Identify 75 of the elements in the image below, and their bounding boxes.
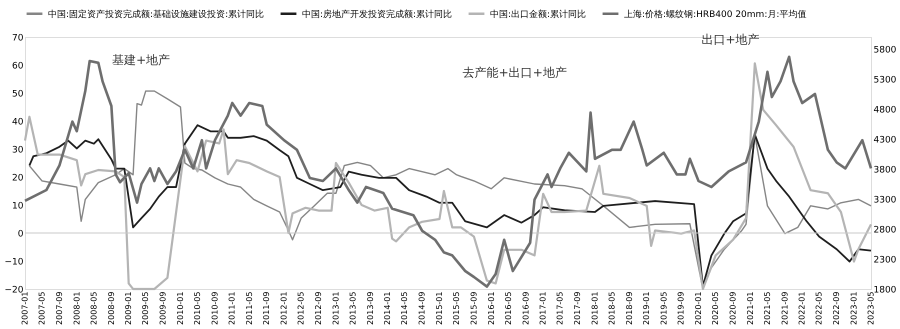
y2-tick-label: 3800 — [874, 166, 897, 176]
x-tick-label: 2017-01 — [538, 292, 548, 325]
x-tick-label: 2020-05 — [711, 292, 720, 325]
x-tick-label: 2017-09 — [573, 292, 582, 325]
x-tick-label: 2013-05 — [348, 292, 358, 325]
x-tick-label: 2015-05 — [452, 292, 462, 325]
x-tick-label: 2022-05 — [814, 292, 824, 325]
x-tick-label: 2021-09 — [780, 292, 790, 325]
x-tick-label: 2015-01 — [434, 292, 444, 325]
y2-tick-label: 4800 — [874, 106, 897, 116]
x-tick-label: 2014-01 — [383, 292, 392, 325]
x-tick-label: 2020-01 — [694, 292, 704, 325]
x-tick-label: 2008-01 — [72, 292, 82, 325]
x-tick-label: 2019-09 — [676, 292, 686, 325]
x-tick-label: 2021-01 — [746, 292, 755, 325]
x-tick-label: 2014-09 — [418, 292, 427, 325]
y2-tick-label: 2300 — [874, 256, 897, 266]
x-tick-label: 2011-01 — [228, 292, 237, 325]
x-tick-label: 2022-01 — [798, 292, 807, 325]
x-tick-label: 2023-01 — [849, 292, 858, 325]
x-tick-label: 2021-05 — [762, 292, 772, 325]
x-tick-label: 2010-05 — [192, 292, 202, 325]
x-tick-label: 2007-05 — [38, 292, 47, 325]
legend-label: 中国:出口金额:累计同比 — [490, 8, 586, 20]
x-tick-label: 2022-09 — [832, 292, 842, 325]
y2-tick-label: 5800 — [874, 46, 897, 56]
x-tick-label: 2007-01 — [20, 292, 30, 325]
x-tick-label: 2013-01 — [331, 292, 340, 325]
x-tick-label: 2011-09 — [262, 292, 272, 325]
x-tick-label: 2016-05 — [504, 292, 513, 325]
legend-label: 中国:房地产开发投资完成额:累计同比 — [302, 8, 452, 20]
y-tick-label: 10 — [12, 202, 24, 212]
y-tick-label: 70 — [12, 34, 24, 44]
x-tick-label: 2009-09 — [158, 292, 168, 325]
y-tick-label: −10 — [4, 258, 24, 268]
x-tick-label: 2008-09 — [106, 292, 116, 325]
x-tick-label: 2012-09 — [314, 292, 324, 325]
x-tick-label: 2018-09 — [624, 292, 634, 325]
x-tick-label: 2019-01 — [642, 292, 652, 325]
x-tick-label: 2011-05 — [244, 292, 254, 325]
y-tick-label: 50 — [12, 90, 24, 100]
annotation: 基建+地产 — [112, 52, 170, 67]
y-tick-label: 40 — [12, 118, 24, 128]
y-tick-label: 20 — [12, 174, 24, 184]
y2-tick-label: 4300 — [874, 136, 897, 146]
x-tick-label: 2020-09 — [728, 292, 738, 325]
annotation: 出口+地产 — [701, 32, 760, 47]
x-tick-label: 2008-05 — [89, 292, 98, 325]
x-tick-label: 2013-09 — [366, 292, 375, 325]
y2-tick-label: 1800 — [874, 286, 897, 296]
y-tick-label: 60 — [12, 62, 24, 72]
x-tick-label: 2016-09 — [521, 292, 530, 325]
x-tick-label: 2015-09 — [469, 292, 478, 325]
x-tick-label: 2023-05 — [866, 292, 876, 325]
x-tick-label: 2012-01 — [280, 292, 289, 325]
y2-tick-label: 2800 — [874, 226, 897, 236]
x-tick-label: 2009-01 — [124, 292, 134, 325]
x-tick-label: 2007-09 — [54, 292, 64, 325]
y-tick-label: 0 — [18, 230, 24, 240]
x-tick-label: 2017-05 — [556, 292, 565, 325]
x-tick-label: 2018-01 — [590, 292, 600, 325]
x-tick-label: 2014-05 — [400, 292, 410, 325]
legend-label: 上海:价格:螺纹钢:HRB400 20mm:月:平均值 — [624, 8, 806, 20]
legend-label: 中国:固定资产投资完成额:基础设施建设投资:累计同比 — [48, 8, 264, 20]
y-tick-label: 30 — [12, 146, 24, 156]
x-tick-label: 2018-05 — [607, 292, 616, 325]
y2-tick-label: 5300 — [874, 76, 897, 86]
x-tick-label: 2009-05 — [141, 292, 150, 325]
x-tick-label: 2019-05 — [659, 292, 668, 325]
x-tick-label: 2016-01 — [486, 292, 496, 325]
x-tick-label: 2012-05 — [296, 292, 306, 325]
annotation: 去产能+出口+地产 — [462, 66, 567, 80]
y2-tick-label: 3300 — [874, 196, 897, 206]
x-tick-label: 2010-01 — [176, 292, 185, 325]
x-tick-label: 2010-09 — [210, 292, 220, 325]
